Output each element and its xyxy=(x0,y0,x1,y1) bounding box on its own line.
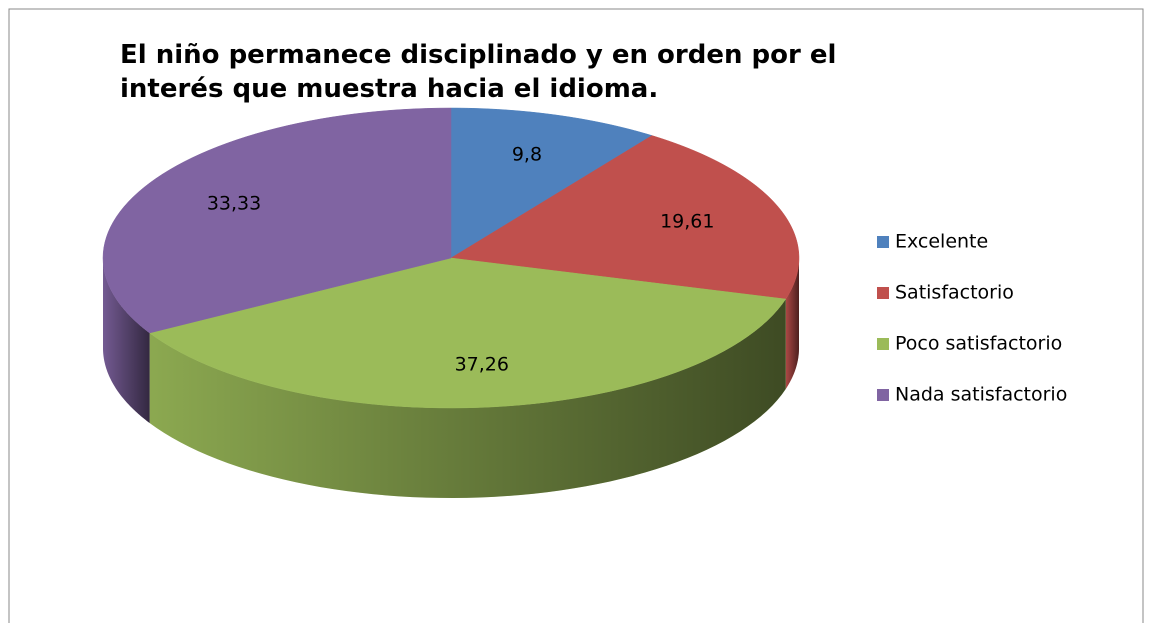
pie-side-shade xyxy=(103,258,150,423)
legend-label: Excelente xyxy=(895,231,988,253)
legend-swatch xyxy=(877,287,889,299)
legend-label: Nada satisfactorio xyxy=(895,384,1067,406)
pie-slice xyxy=(450,135,800,300)
chart-title: El niño permanece disciplinado y en orde… xyxy=(120,40,837,104)
data-label: 19,61 xyxy=(660,211,714,233)
pie-slice xyxy=(450,107,653,259)
legend-swatch xyxy=(877,389,889,401)
legend-swatch xyxy=(877,338,889,350)
pie-slice xyxy=(149,257,787,409)
data-label: 9,8 xyxy=(512,144,542,166)
pie-slice xyxy=(102,107,452,334)
legend-label: Satisfactorio xyxy=(895,282,1014,304)
pie-side-shade xyxy=(785,258,799,390)
pie-side-shade xyxy=(149,299,786,498)
data-label: 33,33 xyxy=(207,192,261,214)
legend-label: Poco satisfactorio xyxy=(895,333,1062,355)
legend-swatch xyxy=(877,236,889,248)
chart-frame xyxy=(8,8,1144,623)
data-label: 37,26 xyxy=(455,354,509,376)
